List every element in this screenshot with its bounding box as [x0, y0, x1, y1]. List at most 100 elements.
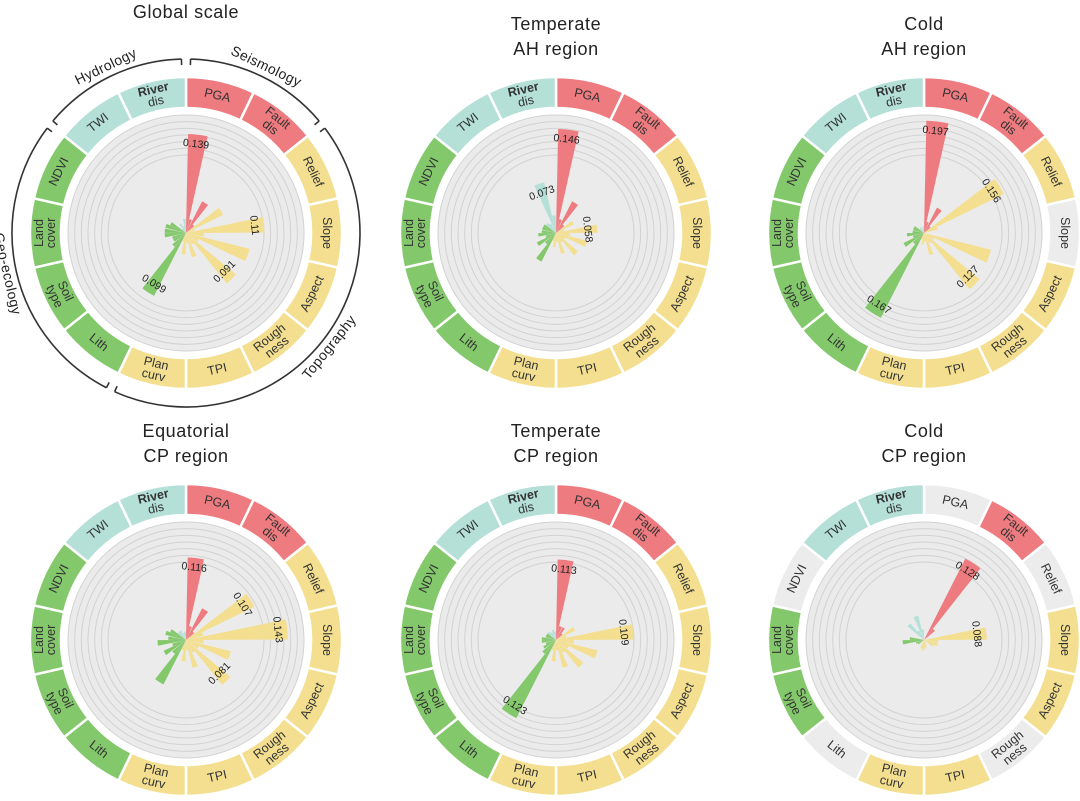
factor-label: PGA	[203, 493, 232, 513]
factor-label: Land	[770, 219, 784, 247]
data-label: 0.197	[922, 124, 950, 139]
bar	[186, 233, 197, 258]
chart-title-line: Global scale	[133, 2, 239, 22]
bar	[186, 233, 194, 245]
grid-ring	[437, 114, 675, 352]
grid-ring	[74, 528, 298, 752]
bar	[177, 631, 186, 640]
bar	[186, 608, 209, 640]
bar	[912, 230, 924, 233]
bar	[556, 624, 634, 640]
bar	[186, 233, 236, 284]
bar	[186, 207, 224, 233]
factor-segment	[116, 482, 188, 530]
data-label: 0.116	[181, 560, 208, 575]
chart-title-line: Temperate	[511, 421, 601, 441]
bar	[907, 623, 924, 640]
grid-ring	[457, 134, 655, 332]
data-label: 0.11	[247, 215, 261, 236]
bar	[546, 223, 556, 233]
data-label: 0.139	[182, 137, 210, 152]
bar	[186, 233, 250, 262]
chart-title-line: Temperate	[511, 14, 601, 34]
bar	[186, 233, 199, 242]
chart-title-line: Cold	[904, 421, 943, 441]
bar	[543, 640, 556, 649]
factor-label: dis	[885, 500, 904, 517]
factor-label: dis	[147, 93, 166, 110]
bar	[912, 233, 924, 238]
grid-ring	[444, 121, 668, 345]
bar	[556, 233, 565, 254]
chart-title-line: CP region	[881, 446, 966, 466]
bar	[913, 233, 924, 245]
bar	[186, 219, 192, 233]
grid-ring	[832, 548, 1016, 732]
data-label: 0.088	[969, 620, 984, 648]
grid-ring	[74, 121, 298, 345]
bar	[164, 233, 186, 238]
group-label: Hydrology	[72, 44, 139, 87]
grid-ring	[100, 554, 272, 726]
bar	[556, 233, 563, 243]
bar	[186, 640, 199, 649]
factor-label: Slope	[1058, 624, 1072, 656]
factor-label: Land	[32, 626, 46, 654]
bar	[921, 629, 924, 640]
bar	[902, 640, 924, 645]
factor-label: Plan	[142, 354, 170, 373]
bar	[922, 226, 924, 233]
bar	[556, 224, 598, 233]
bar	[543, 224, 556, 233]
factor-label: Slope	[690, 217, 704, 249]
grid-ring	[94, 548, 278, 732]
factor-label: Plan	[880, 354, 908, 373]
bar	[903, 233, 924, 247]
bar	[165, 223, 186, 233]
bar	[556, 640, 565, 653]
factor-label: cover	[414, 218, 428, 249]
bar	[164, 228, 186, 233]
bar	[541, 637, 556, 640]
bar	[924, 233, 926, 242]
bar	[924, 628, 935, 640]
bar	[169, 629, 186, 640]
group-arc	[190, 58, 320, 122]
bar	[551, 640, 556, 662]
factor-label: Land	[402, 219, 416, 247]
bar	[921, 233, 924, 245]
data-label: 0.113	[551, 562, 578, 577]
factor-label: Land	[402, 626, 416, 654]
chart-title-line: CP region	[143, 446, 228, 466]
bar	[924, 640, 926, 649]
factor-label: River	[136, 486, 170, 507]
factor-label: TPI	[576, 360, 598, 378]
factor-label: Slope	[320, 624, 334, 656]
bar	[186, 632, 204, 640]
bar	[186, 593, 255, 640]
bar	[542, 226, 556, 233]
factor-label: curv	[878, 773, 905, 792]
grid-ring	[470, 147, 642, 319]
bar	[556, 233, 558, 242]
grid-ring	[94, 141, 278, 325]
factor-segment	[486, 75, 558, 123]
grid-ring	[838, 554, 1010, 726]
bar	[924, 627, 987, 640]
factor-label: dis	[147, 500, 166, 517]
factor-label: TPI	[944, 360, 966, 378]
bar	[552, 215, 556, 233]
bar	[924, 640, 939, 643]
grid-ring	[67, 114, 305, 352]
bar	[536, 233, 556, 262]
factor-label: curv	[510, 773, 537, 792]
bar	[556, 201, 579, 233]
bar	[186, 229, 195, 233]
factor-label: curv	[140, 773, 167, 792]
bar	[545, 635, 556, 640]
factor-label: cover	[44, 218, 58, 249]
bar	[556, 640, 574, 644]
bar	[186, 631, 195, 640]
separator-ring	[801, 517, 1047, 763]
grid-ring	[825, 134, 1023, 332]
